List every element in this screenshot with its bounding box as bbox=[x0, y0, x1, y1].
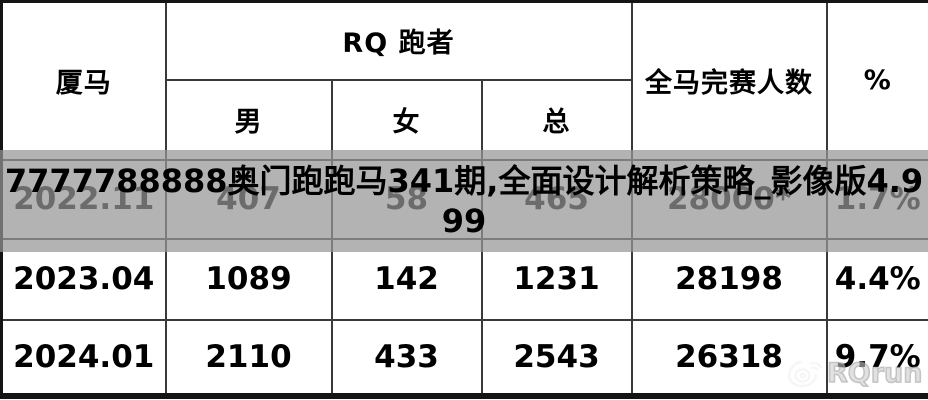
weibo-eye-icon bbox=[787, 360, 823, 388]
cell-finishers: 26318 bbox=[630, 318, 828, 397]
table-row-2024-01: 2024.01 2110 433 2543 26318 9.7% bbox=[0, 318, 928, 397]
banner-overlay-text: 7777788888奥门跑跑马341期,全面设计解析策略_影像版4.9 99 bbox=[0, 161, 928, 241]
header-row-1: 厦马 RQ 跑者 全马完赛人数 % bbox=[0, 0, 928, 161]
watermark-label: RQrun bbox=[826, 357, 923, 390]
cell-date: 2024.01 bbox=[0, 318, 167, 397]
cell-female: 433 bbox=[330, 318, 483, 397]
banner-line-2: 99 bbox=[441, 202, 487, 240]
cell-male: 2110 bbox=[164, 318, 333, 397]
banner-line-1: 7777788888奥门跑跑马341期,全面设计解析策略_影像版4.9 bbox=[4, 162, 924, 200]
col-header-event: 厦马 bbox=[0, 0, 167, 161]
col-header-rq-runners: RQ 跑者 bbox=[164, 0, 633, 81]
watermark: RQrun bbox=[786, 356, 923, 392]
col-header-finishers: 全马完赛人数 bbox=[630, 0, 828, 161]
col-header-percent: % bbox=[825, 0, 928, 161]
cell-total: 2543 bbox=[480, 318, 633, 397]
gray-overlay-band bbox=[0, 150, 928, 252]
subheader-male: 男 bbox=[164, 78, 333, 161]
header-row-2: 男 女 总 bbox=[2, 78, 928, 161]
subheader-total: 总 bbox=[480, 78, 633, 161]
subheader-female: 女 bbox=[330, 78, 483, 161]
